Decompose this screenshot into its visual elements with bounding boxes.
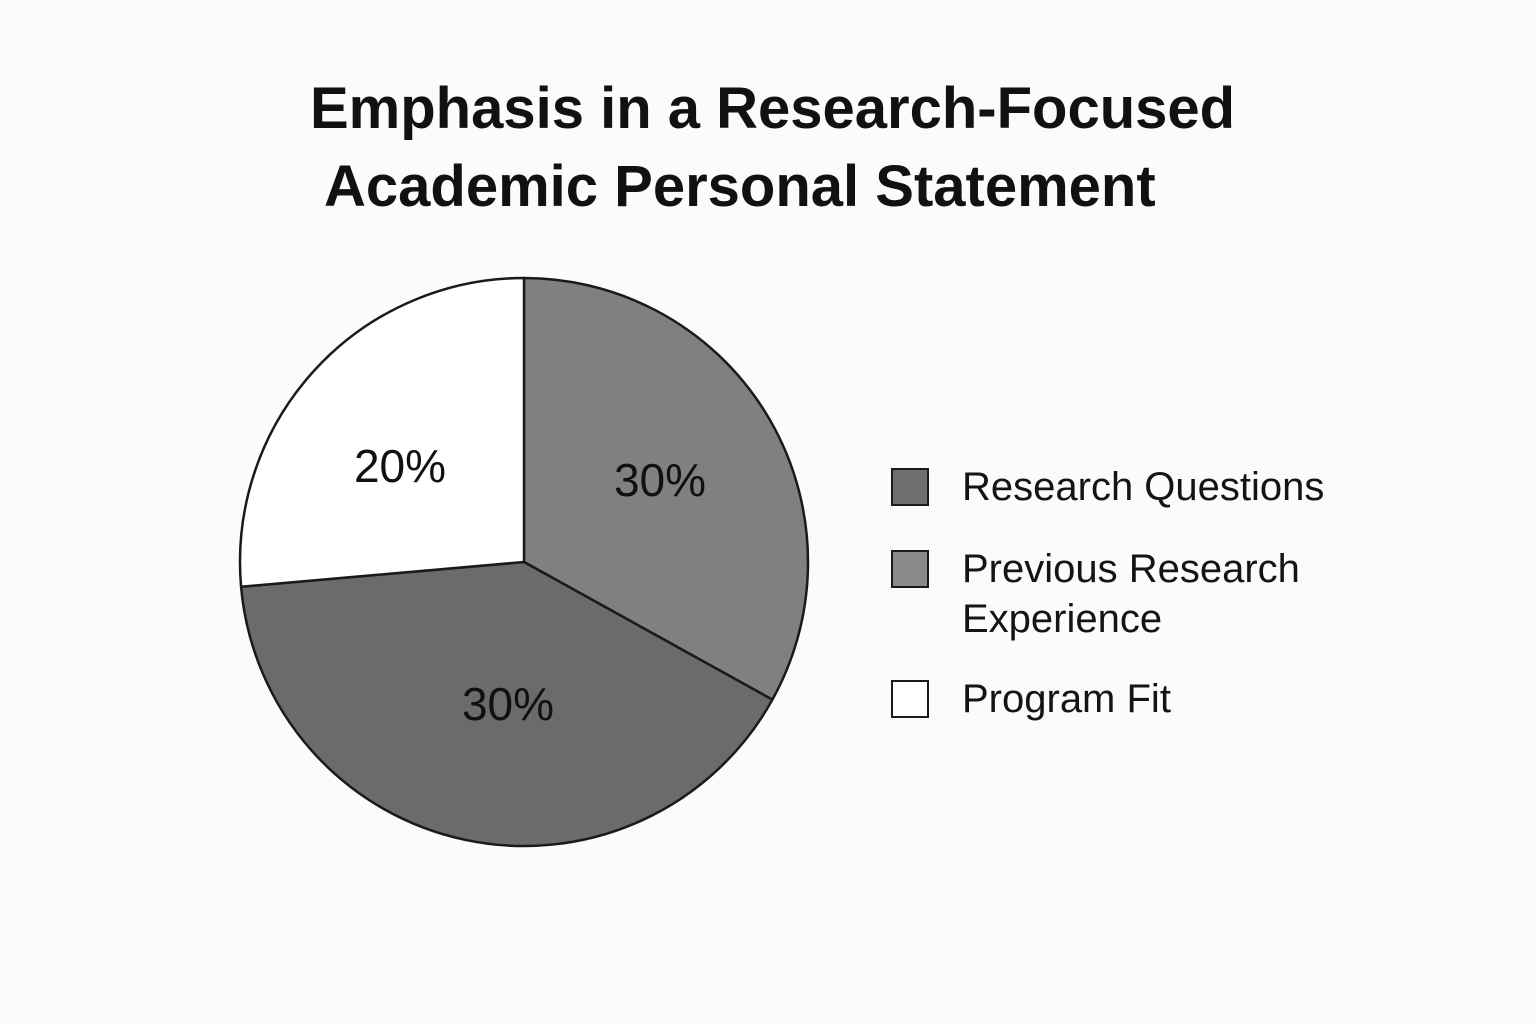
legend-swatch-program-fit: [891, 680, 929, 718]
legend-item-previous-research-experience: Previous Research Experience: [891, 544, 1451, 644]
pie-slice-research-questions: [522, 276, 810, 701]
legend: Research Questions Previous Research Exp…: [891, 462, 1451, 756]
legend-item-research-questions: Research Questions: [891, 462, 1451, 512]
pie-slice-program-fit: [238, 276, 526, 588]
legend-swatch-research-questions: [891, 468, 929, 506]
pie-slices: [238, 276, 810, 848]
legend-label-program-fit: Program Fit: [962, 677, 1171, 721]
pie-slice-label-program-fit: 20%: [354, 440, 446, 492]
pie-slice-label-research-questions: 30%: [614, 454, 706, 506]
chart-title-line-1: Emphasis in a Research-Focused: [310, 76, 1236, 141]
legend-label-previous-research-experience: Previous Research Experience: [962, 547, 1300, 641]
legend-item-program-fit: Program Fit: [891, 674, 1451, 724]
pie-slice-previous-research-experience: [239, 560, 774, 848]
pie-slice-labels: 30% 30% 20%: [354, 440, 706, 730]
legend-label-research-questions: Research Questions: [962, 465, 1325, 509]
pie-slice-label-previous-research-experience: 30%: [462, 678, 554, 730]
chart-title-line-2: Academic Personal Statement: [324, 154, 1156, 219]
legend-swatch-previous-research-experience: [891, 550, 929, 588]
chart-title: Emphasis in a Research-Focused Academic …: [296, 70, 1306, 226]
